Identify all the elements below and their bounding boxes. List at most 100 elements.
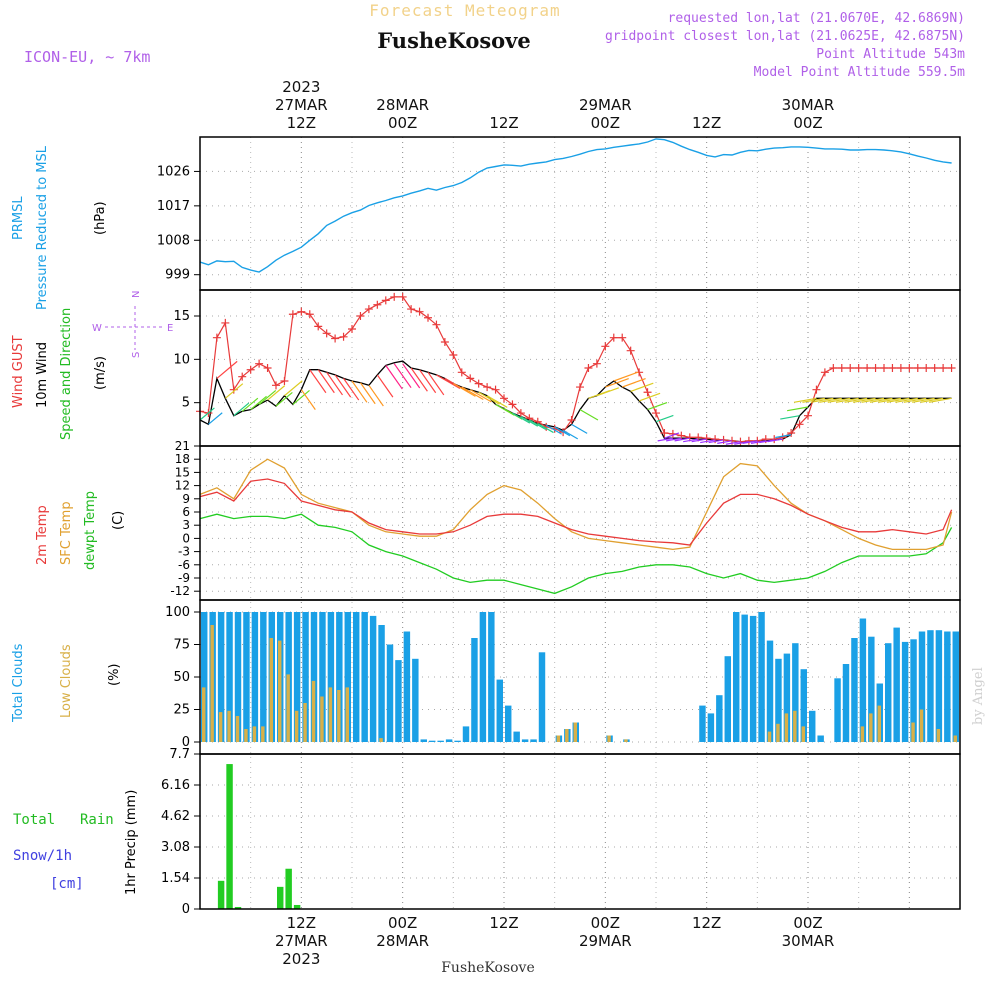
wind-direction-arrow	[275, 391, 293, 407]
wind-direction-arrow	[928, 397, 952, 403]
wind-direction-arrow	[861, 397, 885, 403]
y-tick-label: 1026	[157, 164, 190, 179]
wind-direction-arrow	[886, 397, 910, 403]
wind-direction-arrow	[630, 382, 654, 392]
gust-marker	[348, 325, 356, 333]
low-cloud-bar	[235, 716, 240, 742]
rain-bar	[234, 906, 242, 909]
wind-direction-arrow	[655, 414, 674, 423]
cloud-label-unit: (%)	[107, 664, 122, 687]
low-cloud-bar	[556, 735, 561, 742]
wind-direction-arrow	[819, 397, 842, 403]
wind-direction-arrow	[486, 395, 508, 408]
time-axis-label: 12Z	[287, 114, 316, 132]
wind-direction-arrow	[734, 441, 749, 445]
y-tick-label: -12	[170, 584, 190, 598]
total-cloud-bar	[834, 678, 841, 742]
low-cloud-bar	[767, 731, 772, 742]
gust-marker	[643, 388, 652, 397]
gust-marker	[787, 429, 796, 437]
low-cloud-bar	[919, 709, 924, 742]
wind-direction-arrow	[250, 395, 267, 411]
low-cloud-bar	[269, 638, 273, 742]
wind-direction-arrow	[224, 383, 244, 399]
cloud-labels: Total Clouds Low Clouds (%)	[11, 643, 122, 723]
gust-marker	[744, 436, 753, 445]
y-tick-label: 1008	[157, 233, 190, 248]
gust-marker	[896, 364, 905, 372]
wind-direction-arrow	[903, 397, 927, 403]
gust-marker	[829, 364, 838, 372]
total-cloud-bar	[403, 631, 411, 742]
y-tick-label: 18	[175, 452, 190, 466]
gust-marker	[407, 305, 416, 314]
total-cloud-bar	[901, 641, 909, 742]
total-cloud-bar	[361, 612, 368, 742]
gust-marker	[483, 383, 492, 392]
low-cloud-bar	[607, 735, 611, 742]
gust-marker	[474, 379, 483, 388]
y-tick-label: 15	[173, 309, 190, 324]
wind-direction-arrow	[562, 429, 579, 440]
wind-direction-arrow	[895, 397, 918, 403]
total-cloud-bar	[817, 735, 824, 742]
gust-marker	[305, 310, 314, 319]
gust-marker	[500, 394, 508, 403]
gust-marker	[449, 351, 458, 359]
low-cloud-bar	[244, 729, 248, 742]
y-tick-label: 50	[173, 670, 190, 685]
wind-direction-arrow	[802, 397, 825, 403]
wind-direction-arrow	[810, 397, 834, 403]
wind-direction-arrow	[869, 397, 893, 403]
rain-bar	[285, 868, 292, 909]
gust-marker	[432, 320, 441, 329]
wind-direction-arrow	[267, 385, 286, 401]
low-cloud-bar	[337, 690, 341, 742]
wind-direction-arrow	[666, 437, 682, 442]
wind-direction-arrow	[579, 409, 599, 421]
low-cloud-bar	[869, 713, 873, 742]
point-altitude: Point Altitude 543m	[816, 47, 965, 62]
low-cloud-bar	[784, 713, 789, 742]
total-cloud-bar	[353, 612, 360, 742]
time-axis-label: 2023	[282, 950, 320, 968]
time-axis-label: 28MAR	[376, 932, 429, 950]
gridpoint-coords: gridpoint closest lon,lat (21.0625E, 42.…	[605, 29, 965, 44]
wind-direction-arrow	[233, 402, 250, 417]
total-cloud-bar	[505, 705, 512, 742]
wind-direction-arrow	[393, 363, 412, 389]
total-cloud-bar	[851, 638, 858, 742]
gust-marker	[863, 364, 872, 372]
compass-rose: N S W E	[92, 291, 173, 358]
total-cloud-bar	[412, 658, 419, 742]
gust-marker	[592, 359, 601, 368]
wind-direction-arrow	[571, 423, 588, 434]
wind-direction-arrow	[537, 422, 554, 434]
low-cloud-bar	[218, 712, 223, 742]
low-cloud-bar	[303, 703, 307, 742]
gust-marker	[947, 364, 956, 372]
wind-direction-arrow	[427, 371, 445, 396]
gust-marker	[255, 359, 264, 368]
gust-marker	[390, 292, 399, 301]
gust-marker	[212, 333, 221, 342]
total-cloud-bar	[724, 656, 731, 742]
total-cloud-bar	[454, 740, 461, 742]
time-axis-label: 00Z	[388, 114, 417, 132]
y-tick-label: 7.7	[169, 747, 190, 762]
temp-label-unit: (C)	[111, 511, 126, 530]
wind-direction-arrow	[241, 397, 259, 412]
model-label: ICON-EU, ~ 7km	[24, 48, 150, 66]
gust-marker	[297, 307, 306, 316]
wind-direction-arrow	[638, 392, 661, 402]
total-cloud-bar	[741, 614, 748, 742]
time-axis-label: 27MAR	[275, 96, 328, 114]
wind-direction-arrow	[334, 374, 352, 398]
low-cloud-bar	[252, 726, 257, 742]
y-tick-label: 6.16	[161, 778, 190, 793]
wind-direction-arrow	[647, 401, 668, 411]
wind-label-unit: (m/s)	[93, 356, 108, 390]
time-axis-label: 29MAR	[579, 932, 632, 950]
wind-direction-arrow	[453, 383, 476, 397]
compass-s: S	[131, 352, 142, 358]
